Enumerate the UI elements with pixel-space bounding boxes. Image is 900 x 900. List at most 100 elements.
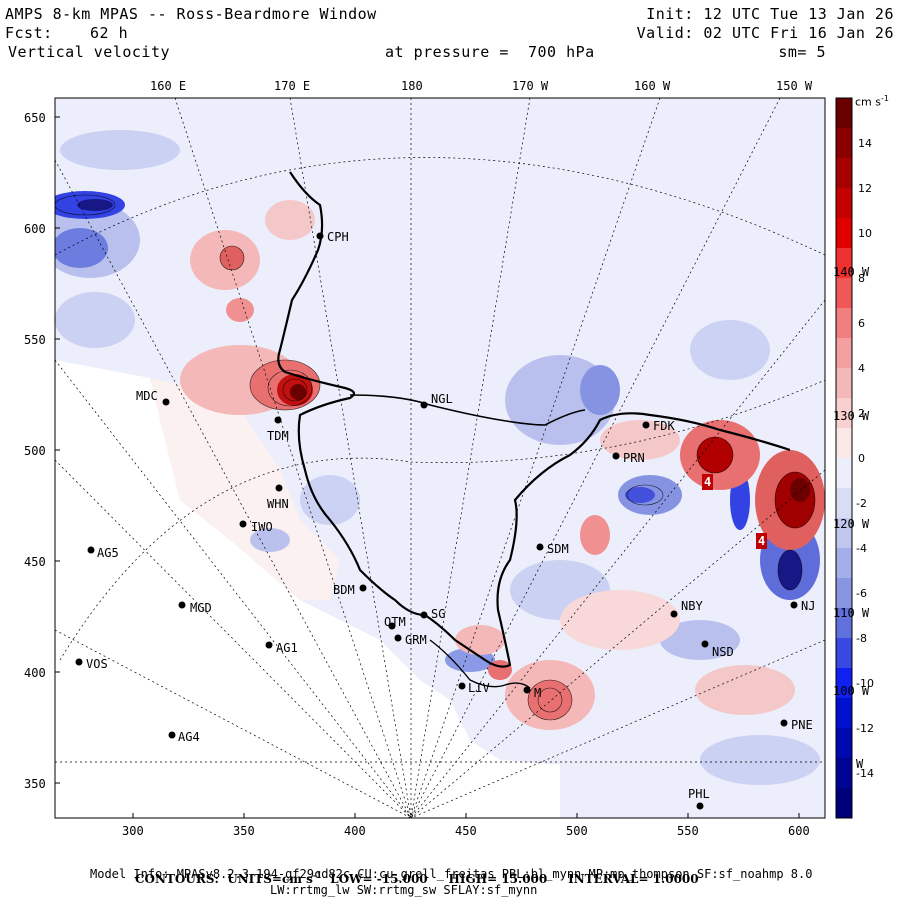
model-info-2: LW:rrtmg_lw SW:rrtmg_sw SFLAY:sf_mynn [270,883,538,897]
station-dot [780,719,788,727]
ice-shelf-front [349,394,586,426]
station-label: NSD [712,645,734,659]
station-label: GRM [405,633,427,647]
station-label: VOS [86,657,108,671]
graticule [55,98,825,818]
station-dot [265,641,273,649]
colorbar-unit: cm s-1 [855,94,889,109]
station-dot [612,452,620,460]
station-label: WHN [267,497,289,511]
station-dot [642,421,650,429]
station-dot [274,416,282,424]
station-label: NBY [681,599,703,613]
station-dot [162,398,170,406]
station-label: M [534,686,542,700]
colorbar-label: 6 [858,317,865,330]
y-tick-label: 500 [24,444,46,458]
station-label: NGL [431,392,453,406]
lon-label-right: 110 W [833,606,870,620]
station-label: AG5 [97,546,119,560]
station-dot [178,601,186,609]
colorbar-label: 8 [858,272,865,285]
station-dot [696,802,704,810]
station-dot [275,484,283,492]
station-label: BDM [333,583,355,597]
station-dot [458,682,466,690]
station-label: AG4 [178,730,200,744]
colorbar-label: -6 [856,587,867,600]
lon-label: 150 W [776,79,813,93]
station-label: NJ [801,599,816,613]
station-label: IWO [251,520,273,534]
station-label: TDM [267,429,289,443]
colorbar-label: -12 [856,722,874,735]
colorbar-label: 0 [858,452,865,465]
station-dot [670,610,678,618]
station-markers [75,232,798,810]
lon-label-right: 100 W [833,684,870,698]
contour-lines [55,194,816,721]
lon-label-right: 120 W [833,517,870,531]
station-dot [388,622,396,630]
forecast-label: Fcst: [5,24,53,42]
station-dot [239,520,247,528]
y-tick-label: 550 [24,333,46,347]
map-title: AMPS 8-km MPAS -- Ross-Beardmore Window [5,5,377,23]
station-dot [420,611,428,619]
y-tick-label: 650 [24,111,46,125]
axis-ticks [55,116,800,818]
colorbar-label: -14 [856,767,874,780]
lon-label-right: 140 W [833,265,870,279]
x-tick-label: 600 [788,824,810,838]
station-dot [359,584,367,592]
station-label: SDM [547,542,569,556]
station-dot [536,543,544,551]
station-dot [168,731,176,739]
x-tick-label: 550 [677,824,699,838]
y-tick-label: 600 [24,222,46,236]
station-label: MDC [136,389,158,403]
max-marker: 4 [756,533,768,549]
station-label: MGD [190,601,212,615]
colorbar-label: 10 [858,227,872,240]
colorbar-label: 12 [858,182,872,195]
pressure-level: at pressure = 700 hPa [385,43,595,61]
colorbar [835,97,853,819]
station-label: LIV [468,681,490,695]
colorbar-label: -2 [856,497,867,510]
valid-time: Valid: 02 UTC Fri 16 Jan 26 [636,24,894,42]
station-label: PHL [688,787,710,801]
station-dot [701,640,709,648]
negative-regions [55,130,820,785]
x-tick-label: 400 [344,824,366,838]
field-name: Vertical velocity [8,43,171,61]
station-dot [394,634,402,642]
x-tick-label: 500 [566,824,588,838]
x-tick-label: 300 [122,824,144,838]
y-tick-label: 400 [24,666,46,680]
colorbar-label: 14 [858,137,872,150]
model-info: Model Info: MPASv8.2.3-194-gf29cd82c CU:… [90,867,813,881]
station-label: FDK [653,419,675,433]
colorbar-label: 2 [858,407,865,420]
x-tick-label: 450 [455,824,477,838]
colorbar-label: -10 [856,677,874,690]
init-time: Init: 12 UTC Tue 13 Jan 26 [646,5,894,23]
coastline [277,171,791,668]
station-dot [790,601,798,609]
max-marker: 4 [702,474,714,490]
contour-field [55,98,825,818]
colorbar-label: 4 [858,362,865,375]
station-label: SG [431,607,446,621]
lon-label: 160 E [150,79,187,93]
y-tick-label: 450 [24,555,46,569]
station-label: CPH [327,230,349,244]
colorbar-label: -8 [856,632,867,645]
station-dot [420,401,428,409]
colorbar-label: -4 [856,542,867,555]
x-tick-label: 350 [233,824,255,838]
forecast-hour: 62 h [90,24,129,42]
lon-label-right: 130 W [833,409,870,423]
lon-label: 170 E [274,79,311,93]
